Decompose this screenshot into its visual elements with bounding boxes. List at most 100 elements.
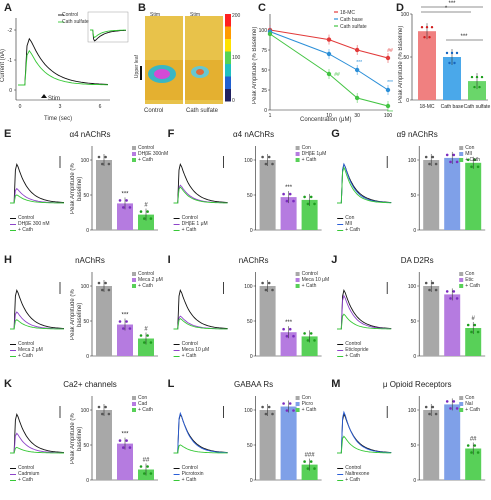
bar-ytick-label: 100: [408, 284, 417, 290]
panel-d-point: [430, 26, 434, 29]
panel-d-sig: *: [445, 6, 448, 12]
panel-a-stim: Stim: [48, 96, 60, 102]
bar-point: [285, 199, 289, 203]
panel-b-tile-cath: [185, 16, 223, 104]
panel-d-point: [470, 75, 474, 79]
trace-treat-M: [337, 410, 392, 454]
bar-legend-swatch: [132, 284, 136, 288]
bar-G-0: [423, 160, 440, 230]
trace-cath-F: [173, 186, 228, 204]
bar-ytick-label: 100: [81, 408, 90, 414]
bar-legend-k-2: + Cath: [138, 407, 153, 413]
trace-legend-l-1: Picrotoxin: [181, 471, 204, 477]
panel-d-point: [478, 85, 481, 89]
bar-point: [303, 460, 306, 463]
bar-G-2: [465, 162, 482, 230]
bar-point: [434, 162, 438, 166]
panel-c-point: [267, 31, 273, 37]
bar-legend-l-0: Con: [301, 395, 311, 401]
trace-treat-J: [337, 294, 392, 330]
panel-c-legend-3: Cath sulfate: [340, 24, 367, 30]
panel-c-xlabel: Concentration (μM): [300, 117, 352, 123]
bar-point: [445, 153, 449, 157]
bar-ytick-label: 50: [411, 319, 417, 325]
bar-ytick-label: 50: [83, 319, 89, 325]
panel-title-m: μ Opioid Receptors: [382, 380, 452, 389]
bar-ytick-label: 50: [247, 443, 253, 449]
bar-J-2: [465, 328, 482, 356]
panel-d-point: [455, 51, 459, 55]
bar-ytick-label: 0: [86, 354, 89, 360]
panel-d-xtick-label: 18-MC: [419, 104, 434, 110]
panel-d-point: [450, 51, 454, 55]
panel-d-bar: [418, 31, 436, 101]
trace-legend-l-0: Control: [181, 465, 198, 471]
panel-d-xtick-label: Cath sulfate: [464, 104, 491, 110]
panel-d-xtick-label: Cath base: [441, 104, 464, 110]
panel-b-side-tag: Upper leaf: [134, 55, 140, 79]
bar-point: [101, 162, 104, 166]
bar-point: [470, 165, 473, 169]
panel-a-trace-cath: [18, 49, 108, 86]
bar-legend-swatch: [132, 152, 136, 156]
bar-ytick-label: 0: [86, 478, 89, 484]
bar-point: [431, 281, 435, 285]
bar-point: [122, 206, 125, 209]
bar-point: [313, 467, 316, 470]
bar-point: [104, 155, 107, 159]
bar-point: [267, 281, 271, 285]
bar-sig-K: ##: [143, 458, 150, 464]
trace-legend-f-1: DHβE 1 μM: [181, 221, 208, 227]
bar-legend-i-2: + Cath: [301, 283, 317, 289]
trace-control-F: [173, 163, 228, 204]
bar-legend-swatch: [459, 272, 464, 276]
bar-point: [261, 155, 264, 159]
panel-a-inset-frame: [87, 11, 129, 43]
trace-legend-j-0: Control: [345, 341, 362, 347]
bar-point: [101, 412, 104, 416]
bar-H-1: [117, 324, 133, 356]
bar-ytick-label: 100: [244, 158, 253, 164]
bar-legend-f-1: DHβE 1μM: [301, 151, 327, 157]
bar-ytick-label: 100: [81, 284, 90, 290]
bar-point: [107, 162, 111, 166]
panel-d-point: [473, 85, 476, 89]
bar-legend-swatch: [459, 146, 464, 150]
bar-legend-h-0: Control: [138, 271, 155, 277]
panel-a-ytick-label: 0: [9, 88, 12, 94]
panel-c-point: [385, 103, 391, 109]
panel-label-f: F: [167, 128, 175, 140]
trace-control-E: [10, 162, 65, 204]
bar-legend-l-1: Picro: [301, 401, 313, 407]
panel-a-xtick-label: 6: [99, 104, 102, 110]
bar-ytick-label: 100: [408, 408, 417, 414]
panel-title-k: Ca2+ channels: [63, 380, 117, 389]
bar-legend-swatch: [132, 146, 136, 150]
panel-d-sig: ***: [460, 34, 468, 40]
bar-point: [128, 446, 132, 449]
bar-ytick-label: 100: [244, 408, 253, 414]
panel-title-f: α4 nAChRs: [233, 130, 275, 139]
bar-point: [428, 162, 431, 166]
bar-I-1: [280, 332, 297, 356]
bar-point: [97, 405, 101, 409]
bar-point: [434, 288, 438, 292]
bar-J-1: [444, 294, 461, 356]
bar-point: [128, 327, 132, 330]
bar-ylabel-k: Peak Amplitude (% baseline): [70, 413, 83, 465]
bar-point: [445, 400, 449, 403]
panel-c-ytick-label: 50: [261, 68, 267, 74]
bar-point: [466, 444, 470, 447]
bar-sig-H: #: [144, 327, 148, 333]
bar-point: [271, 288, 274, 292]
trace-cath-M: [337, 435, 392, 454]
panel-d-point: [423, 36, 426, 39]
bar-point: [428, 288, 431, 292]
bar-point: [424, 405, 428, 409]
bar-point: [267, 405, 271, 409]
trace-legend-j-1: Eticlopride: [345, 347, 369, 353]
bar-point: [470, 330, 473, 334]
bar-point: [292, 409, 295, 412]
panel-b-tile-label-1: Control: [144, 108, 164, 114]
